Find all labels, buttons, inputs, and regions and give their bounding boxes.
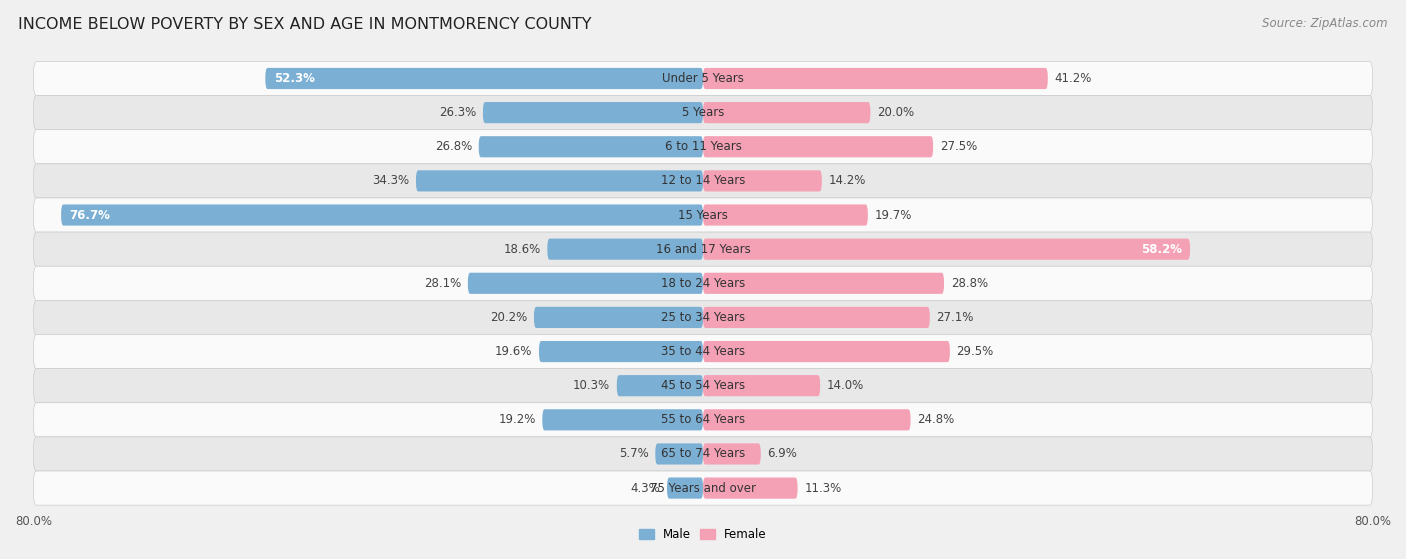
Text: 19.2%: 19.2% xyxy=(498,413,536,427)
FancyBboxPatch shape xyxy=(703,205,868,226)
Text: 12 to 14 Years: 12 to 14 Years xyxy=(661,174,745,187)
Text: 5 Years: 5 Years xyxy=(682,106,724,119)
FancyBboxPatch shape xyxy=(60,205,703,226)
Text: 4.3%: 4.3% xyxy=(630,482,661,495)
Text: 76.7%: 76.7% xyxy=(69,209,110,221)
FancyBboxPatch shape xyxy=(703,307,929,328)
FancyBboxPatch shape xyxy=(34,96,1372,130)
Text: 10.3%: 10.3% xyxy=(574,379,610,392)
FancyBboxPatch shape xyxy=(703,170,823,192)
Text: 28.8%: 28.8% xyxy=(950,277,988,290)
FancyBboxPatch shape xyxy=(34,471,1372,505)
Text: 11.3%: 11.3% xyxy=(804,482,842,495)
FancyBboxPatch shape xyxy=(703,102,870,123)
FancyBboxPatch shape xyxy=(482,102,703,123)
Text: 24.8%: 24.8% xyxy=(917,413,955,427)
FancyBboxPatch shape xyxy=(34,232,1372,266)
FancyBboxPatch shape xyxy=(34,61,1372,96)
Text: INCOME BELOW POVERTY BY SEX AND AGE IN MONTMORENCY COUNTY: INCOME BELOW POVERTY BY SEX AND AGE IN M… xyxy=(18,17,592,32)
FancyBboxPatch shape xyxy=(34,334,1372,368)
FancyBboxPatch shape xyxy=(34,164,1372,198)
Text: 55 to 64 Years: 55 to 64 Years xyxy=(661,413,745,427)
FancyBboxPatch shape xyxy=(34,198,1372,232)
Text: 14.2%: 14.2% xyxy=(828,174,866,187)
Text: 35 to 44 Years: 35 to 44 Years xyxy=(661,345,745,358)
Text: 28.1%: 28.1% xyxy=(423,277,461,290)
Text: 45 to 54 Years: 45 to 54 Years xyxy=(661,379,745,392)
Text: 20.2%: 20.2% xyxy=(491,311,527,324)
FancyBboxPatch shape xyxy=(468,273,703,294)
Text: 6 to 11 Years: 6 to 11 Years xyxy=(665,140,741,153)
FancyBboxPatch shape xyxy=(34,130,1372,164)
Text: 29.5%: 29.5% xyxy=(956,345,994,358)
Text: 41.2%: 41.2% xyxy=(1054,72,1092,85)
FancyBboxPatch shape xyxy=(703,341,950,362)
Text: 34.3%: 34.3% xyxy=(373,174,409,187)
FancyBboxPatch shape xyxy=(703,375,820,396)
FancyBboxPatch shape xyxy=(416,170,703,192)
Text: 58.2%: 58.2% xyxy=(1140,243,1181,255)
FancyBboxPatch shape xyxy=(34,368,1372,402)
FancyBboxPatch shape xyxy=(703,409,911,430)
Text: Source: ZipAtlas.com: Source: ZipAtlas.com xyxy=(1263,17,1388,30)
FancyBboxPatch shape xyxy=(543,409,703,430)
FancyBboxPatch shape xyxy=(703,477,797,499)
Text: 5.7%: 5.7% xyxy=(619,447,648,461)
Legend: Male, Female: Male, Female xyxy=(634,523,772,546)
FancyBboxPatch shape xyxy=(703,136,934,157)
FancyBboxPatch shape xyxy=(34,300,1372,334)
FancyBboxPatch shape xyxy=(703,68,1047,89)
Text: 75 Years and over: 75 Years and over xyxy=(650,482,756,495)
Text: 27.1%: 27.1% xyxy=(936,311,974,324)
FancyBboxPatch shape xyxy=(703,239,1189,260)
FancyBboxPatch shape xyxy=(34,266,1372,300)
Text: 16 and 17 Years: 16 and 17 Years xyxy=(655,243,751,255)
FancyBboxPatch shape xyxy=(266,68,703,89)
Text: 19.7%: 19.7% xyxy=(875,209,912,221)
FancyBboxPatch shape xyxy=(666,477,703,499)
Text: 14.0%: 14.0% xyxy=(827,379,865,392)
FancyBboxPatch shape xyxy=(703,273,943,294)
Text: 19.6%: 19.6% xyxy=(495,345,533,358)
Text: 15 Years: 15 Years xyxy=(678,209,728,221)
Text: 18 to 24 Years: 18 to 24 Years xyxy=(661,277,745,290)
Text: 26.8%: 26.8% xyxy=(434,140,472,153)
FancyBboxPatch shape xyxy=(34,437,1372,471)
FancyBboxPatch shape xyxy=(538,341,703,362)
Text: 6.9%: 6.9% xyxy=(768,447,797,461)
Text: 20.0%: 20.0% xyxy=(877,106,914,119)
Text: 52.3%: 52.3% xyxy=(274,72,315,85)
Text: 26.3%: 26.3% xyxy=(439,106,477,119)
FancyBboxPatch shape xyxy=(478,136,703,157)
Text: 65 to 74 Years: 65 to 74 Years xyxy=(661,447,745,461)
FancyBboxPatch shape xyxy=(547,239,703,260)
Text: 25 to 34 Years: 25 to 34 Years xyxy=(661,311,745,324)
FancyBboxPatch shape xyxy=(617,375,703,396)
Text: 27.5%: 27.5% xyxy=(939,140,977,153)
Text: Under 5 Years: Under 5 Years xyxy=(662,72,744,85)
FancyBboxPatch shape xyxy=(655,443,703,465)
Text: 18.6%: 18.6% xyxy=(503,243,541,255)
FancyBboxPatch shape xyxy=(34,402,1372,437)
FancyBboxPatch shape xyxy=(534,307,703,328)
FancyBboxPatch shape xyxy=(703,443,761,465)
